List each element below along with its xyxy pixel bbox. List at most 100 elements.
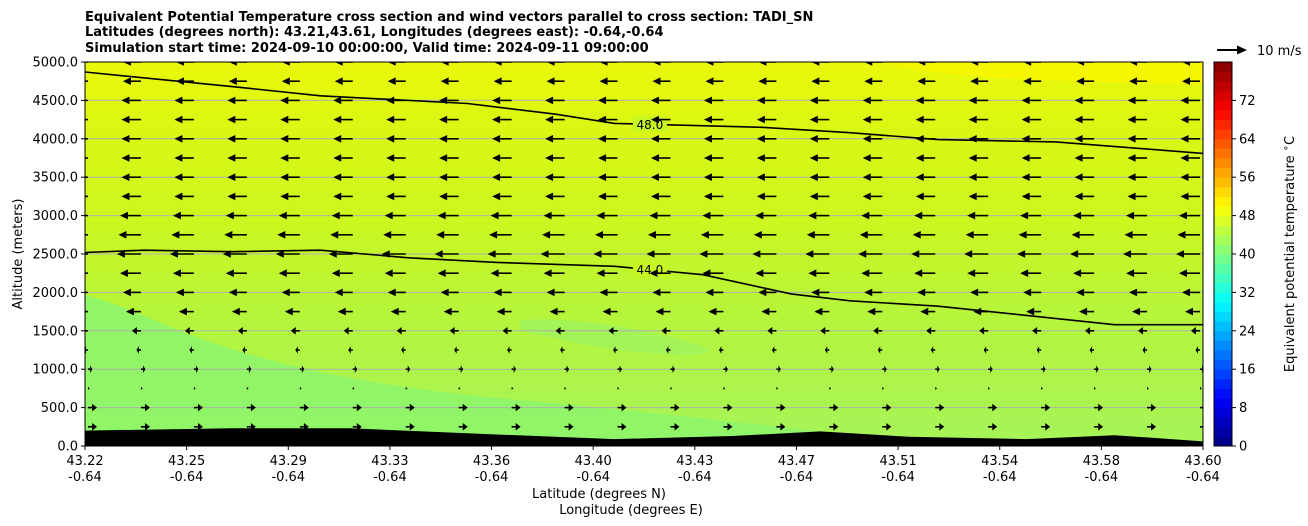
wind-vector <box>917 62 936 66</box>
colorbar-band <box>1214 407 1232 418</box>
wind-vector <box>649 269 671 277</box>
wind-vector <box>771 346 777 354</box>
wind-vector <box>829 365 834 373</box>
wind-vector <box>1180 115 1200 124</box>
wind-vector <box>650 96 671 105</box>
wind-vector <box>1076 62 1095 66</box>
wind-vector <box>809 115 830 124</box>
wind-vector <box>1195 346 1200 354</box>
wind-vector <box>1076 288 1095 297</box>
wind-vector <box>405 403 415 412</box>
wind-vector <box>1147 423 1157 431</box>
wind-vector <box>670 423 680 431</box>
y-tick-label: 3500.0 <box>33 171 79 186</box>
wind-vector <box>439 154 459 162</box>
wind-vector <box>1132 307 1148 316</box>
wind-vector <box>121 154 141 162</box>
wind-vector <box>1023 77 1042 85</box>
wind-vector <box>808 269 830 277</box>
wind-vector <box>1127 115 1148 124</box>
wind-vector <box>617 365 623 373</box>
wind-vector <box>228 288 247 297</box>
wind-vector <box>970 77 989 85</box>
wind-vector <box>598 96 618 105</box>
wind-vector <box>281 62 300 66</box>
y-tick-label: 500.0 <box>41 401 78 416</box>
wind-vector <box>227 154 247 162</box>
wind-vector <box>401 346 406 354</box>
wind-vector <box>85 176 88 178</box>
x-tick-label-lon: -0.64 <box>271 470 305 485</box>
wind-vector <box>280 154 300 162</box>
plot-area: 48.044.0 <box>85 62 1203 446</box>
wind-vector <box>617 403 627 412</box>
y-tick-label: 3000.0 <box>33 209 79 224</box>
wind-vector <box>1126 269 1148 277</box>
wind-vector <box>915 96 936 105</box>
x-tick-label-lat: 43.54 <box>981 454 1018 469</box>
wind-vector <box>598 173 618 181</box>
colorbar-band <box>1214 388 1232 399</box>
wind-vector <box>723 403 733 412</box>
wind-vector <box>122 288 141 297</box>
wind-vector <box>384 211 406 220</box>
wind-vector <box>1180 135 1200 143</box>
wind-vector <box>440 77 459 85</box>
wind-vector <box>119 269 141 277</box>
y-tick-label: 4000.0 <box>33 132 79 147</box>
degree-symbol: ∘ <box>1281 145 1292 151</box>
wind-vector <box>542 231 565 239</box>
wind-vector <box>776 386 779 390</box>
wind-vector <box>496 307 512 316</box>
colorbar-band <box>1214 90 1232 101</box>
wind-vector <box>381 250 406 258</box>
wind-vector <box>862 135 883 143</box>
wind-vector <box>1023 62 1042 66</box>
wind-vector <box>440 62 459 66</box>
wind-vector <box>1023 288 1042 297</box>
wind-vector <box>708 307 724 316</box>
wind-vector <box>88 403 97 412</box>
contour-label: 44.0 <box>637 263 664 277</box>
wind-vector <box>1074 154 1095 162</box>
wind-vector <box>246 386 249 390</box>
wind-vector <box>930 346 936 354</box>
wind-vector <box>564 423 574 431</box>
wind-vector <box>1076 77 1095 85</box>
wind-vector <box>85 195 88 198</box>
wind-vector <box>439 135 459 143</box>
colorbar-band <box>1214 311 1232 322</box>
x-tick-label-lon: -0.64 <box>68 470 102 485</box>
wind-vector <box>85 234 88 236</box>
wind-vector <box>1147 386 1149 390</box>
wind-vector <box>1185 307 1200 316</box>
wind-vector <box>281 288 300 297</box>
wind-vector <box>703 154 724 162</box>
y-tick-label: 2500.0 <box>33 248 79 263</box>
wind-vector <box>1018 231 1042 239</box>
wind-vector <box>911 250 936 258</box>
wind-vector <box>405 365 411 373</box>
x-tick-label-lat: 43.43 <box>676 454 713 469</box>
wind-vector <box>935 386 938 390</box>
colorbar-band <box>1214 110 1232 121</box>
x-tick-label-lat: 43.25 <box>168 454 205 469</box>
wind-vector <box>352 386 355 390</box>
wind-vector <box>595 231 618 239</box>
title-line-1: Equivalent Potential Temperature cross s… <box>85 10 813 25</box>
wind-vector <box>970 62 989 66</box>
wind-vector <box>1079 307 1095 316</box>
wind-vector <box>1177 231 1200 239</box>
colorbar-tick-label: 8 <box>1239 401 1247 416</box>
wind-vector <box>437 269 459 277</box>
wind-vector <box>172 211 194 220</box>
wind-vector <box>228 62 247 66</box>
x-axis: 43.22-0.6443.25-0.6443.29-0.6443.33-0.64… <box>66 446 1222 485</box>
colorbar: 0 8 16 24 32 40 48 56 64 72 <box>1213 61 1256 455</box>
wind-vector <box>811 288 830 297</box>
wind-vector <box>877 346 883 354</box>
wind-vector <box>652 77 671 85</box>
wind-vector <box>85 138 88 140</box>
wind-vector <box>1021 135 1042 143</box>
wind-vector <box>824 346 830 354</box>
